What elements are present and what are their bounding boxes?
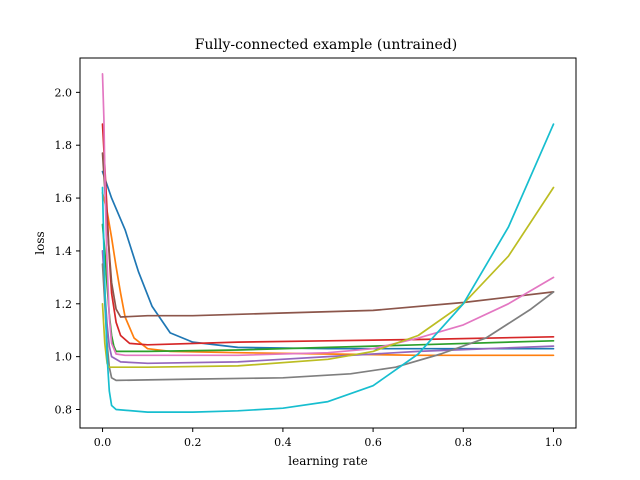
y-tick-label: 1.6 — [55, 192, 73, 205]
y-tick-label: 0.8 — [55, 404, 73, 417]
y-tick-label: 2.0 — [55, 86, 73, 99]
y-tick-label: 1.8 — [55, 139, 73, 152]
series-line-10 — [101, 123, 555, 413]
y-axis: 0.8 1.0 1.2 1.4 1.6 1.8 2.0 — [55, 86, 80, 417]
x-tick-label: 1.0 — [545, 436, 563, 449]
x-tick-label: 0.6 — [364, 436, 382, 449]
series-line-8 — [101, 263, 555, 382]
chart-title: Fully-connected example (untrained) — [195, 37, 457, 53]
series-line-1 — [101, 170, 555, 350]
series-line-3 — [101, 223, 555, 353]
x-tick-label: 0.8 — [455, 436, 473, 449]
x-axis-label: learning rate — [288, 454, 367, 468]
x-axis: 0.0 0.2 0.4 0.6 0.8 1.0 — [94, 428, 562, 449]
plot-series — [101, 73, 555, 413]
series-line-2 — [101, 191, 555, 357]
y-tick-label: 1.4 — [55, 245, 73, 258]
x-tick-label: 0.2 — [184, 436, 202, 449]
y-tick-label: 1.0 — [55, 351, 73, 364]
x-tick-label: 0.0 — [94, 436, 112, 449]
series-line-5 — [101, 250, 555, 365]
y-axis-label: loss — [33, 231, 47, 254]
series-line-7 — [101, 73, 555, 357]
series-line-6 — [101, 152, 555, 318]
x-tick-label: 0.4 — [274, 436, 292, 449]
y-tick-label: 1.2 — [55, 298, 73, 311]
plot-frame — [79, 57, 577, 429]
